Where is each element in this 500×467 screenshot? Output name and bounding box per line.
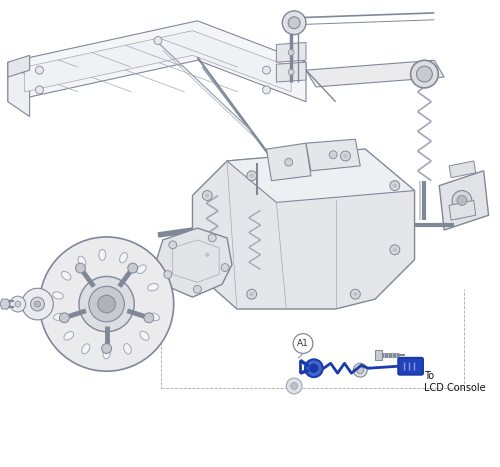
Circle shape <box>452 191 472 210</box>
Polygon shape <box>439 171 488 230</box>
Ellipse shape <box>148 283 158 291</box>
Circle shape <box>288 69 294 75</box>
Circle shape <box>457 196 467 205</box>
Circle shape <box>310 364 318 372</box>
Circle shape <box>205 253 210 257</box>
Circle shape <box>290 382 298 389</box>
Circle shape <box>79 276 134 332</box>
Circle shape <box>154 36 162 44</box>
Ellipse shape <box>137 265 146 274</box>
Circle shape <box>36 86 44 94</box>
Polygon shape <box>156 228 232 297</box>
FancyBboxPatch shape <box>398 358 423 375</box>
Polygon shape <box>276 62 306 82</box>
Circle shape <box>22 288 54 320</box>
Ellipse shape <box>124 344 131 354</box>
Ellipse shape <box>62 271 71 280</box>
Ellipse shape <box>103 348 110 359</box>
Circle shape <box>164 270 172 278</box>
Circle shape <box>208 234 216 242</box>
Circle shape <box>89 286 124 322</box>
Circle shape <box>128 263 138 273</box>
Circle shape <box>247 289 256 299</box>
Circle shape <box>10 296 26 312</box>
Circle shape <box>340 151 350 161</box>
Circle shape <box>202 191 212 200</box>
Ellipse shape <box>82 344 90 354</box>
Circle shape <box>102 344 112 354</box>
Polygon shape <box>8 21 306 102</box>
Circle shape <box>293 334 313 354</box>
Circle shape <box>416 66 432 82</box>
Circle shape <box>288 17 300 28</box>
Circle shape <box>390 245 400 255</box>
Ellipse shape <box>140 331 149 340</box>
Circle shape <box>305 359 323 377</box>
Circle shape <box>60 313 70 323</box>
Circle shape <box>40 237 173 371</box>
Circle shape <box>205 193 210 198</box>
Circle shape <box>286 378 302 394</box>
Circle shape <box>282 11 306 35</box>
Circle shape <box>392 248 397 252</box>
Polygon shape <box>266 143 311 181</box>
Polygon shape <box>449 200 476 220</box>
Circle shape <box>36 66 44 74</box>
Text: To
LCD Console: To LCD Console <box>424 371 486 393</box>
Polygon shape <box>227 149 414 202</box>
Circle shape <box>34 301 40 307</box>
Circle shape <box>30 297 44 311</box>
Ellipse shape <box>120 253 128 263</box>
Circle shape <box>202 250 212 260</box>
Polygon shape <box>8 55 30 77</box>
Ellipse shape <box>52 292 64 299</box>
Circle shape <box>194 285 202 293</box>
Circle shape <box>392 184 397 188</box>
Circle shape <box>262 86 270 94</box>
Ellipse shape <box>99 249 106 260</box>
Polygon shape <box>375 350 382 361</box>
Circle shape <box>15 301 20 307</box>
Circle shape <box>144 313 154 323</box>
Circle shape <box>357 367 364 374</box>
Polygon shape <box>306 60 444 87</box>
Circle shape <box>353 292 358 297</box>
Circle shape <box>285 158 292 166</box>
Polygon shape <box>449 161 476 178</box>
Circle shape <box>262 66 270 74</box>
Circle shape <box>350 289 360 299</box>
Polygon shape <box>306 139 360 171</box>
Circle shape <box>288 50 294 55</box>
Circle shape <box>343 154 347 158</box>
Circle shape <box>354 363 367 377</box>
Circle shape <box>250 174 254 178</box>
Circle shape <box>221 263 229 271</box>
Circle shape <box>169 241 176 249</box>
Text: A1: A1 <box>297 339 309 348</box>
Polygon shape <box>24 31 291 92</box>
Ellipse shape <box>64 332 74 340</box>
Ellipse shape <box>54 313 64 320</box>
Circle shape <box>390 181 400 191</box>
Polygon shape <box>0 299 10 309</box>
Polygon shape <box>8 62 30 117</box>
Circle shape <box>250 292 254 297</box>
Polygon shape <box>276 42 306 62</box>
Ellipse shape <box>78 256 86 267</box>
Circle shape <box>329 151 337 159</box>
Polygon shape <box>192 149 414 309</box>
Circle shape <box>98 295 116 313</box>
Circle shape <box>76 263 86 273</box>
Ellipse shape <box>149 313 160 320</box>
Circle shape <box>410 60 438 88</box>
Circle shape <box>247 171 256 181</box>
